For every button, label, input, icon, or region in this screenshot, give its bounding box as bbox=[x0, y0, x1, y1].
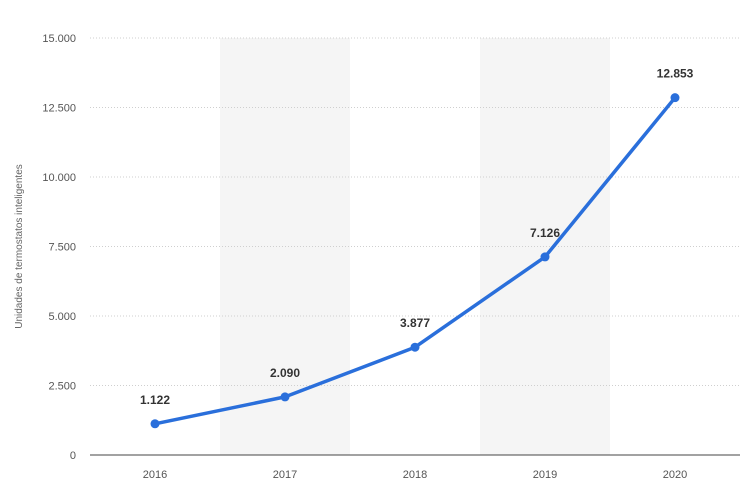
x-tick-label: 2018 bbox=[403, 469, 427, 481]
data-label: 7.126 bbox=[530, 226, 560, 240]
y-tick-label: 0 bbox=[70, 450, 76, 462]
series-layer bbox=[150, 93, 680, 429]
data-point bbox=[280, 392, 290, 402]
data-point bbox=[150, 419, 160, 429]
y-tick-label: 10.000 bbox=[42, 172, 76, 184]
x-tick-label: 2020 bbox=[663, 469, 687, 481]
band-2019 bbox=[480, 38, 610, 455]
y-tick-label: 5.000 bbox=[48, 311, 76, 323]
y-tick-label: 15.000 bbox=[42, 33, 76, 45]
y-tick-label: 2.500 bbox=[48, 381, 76, 393]
y-tick-labels: 0 2.500 5.000 7.500 10.000 12.500 15.000 bbox=[42, 33, 76, 462]
x-tick-label: 2019 bbox=[533, 469, 557, 481]
data-labels: 1.122 2.090 3.877 7.126 12.853 bbox=[140, 67, 694, 407]
y-axis-title: Unidades de termostatos inteligentes bbox=[14, 164, 25, 329]
data-label: 12.853 bbox=[657, 67, 694, 81]
data-label: 1.122 bbox=[140, 393, 170, 407]
data-label: 3.877 bbox=[400, 316, 430, 330]
y-tick-label: 7.500 bbox=[48, 242, 76, 254]
data-label: 2.090 bbox=[270, 366, 300, 380]
x-tick-label: 2016 bbox=[143, 469, 167, 481]
x-tick-label: 2017 bbox=[273, 469, 297, 481]
gridlines bbox=[90, 37, 740, 456]
data-point bbox=[410, 342, 420, 352]
data-point bbox=[540, 252, 550, 262]
y-tick-label: 12.500 bbox=[42, 103, 76, 115]
data-point bbox=[670, 93, 680, 103]
x-tick-labels: 2016 2017 2018 2019 2020 bbox=[143, 469, 687, 481]
